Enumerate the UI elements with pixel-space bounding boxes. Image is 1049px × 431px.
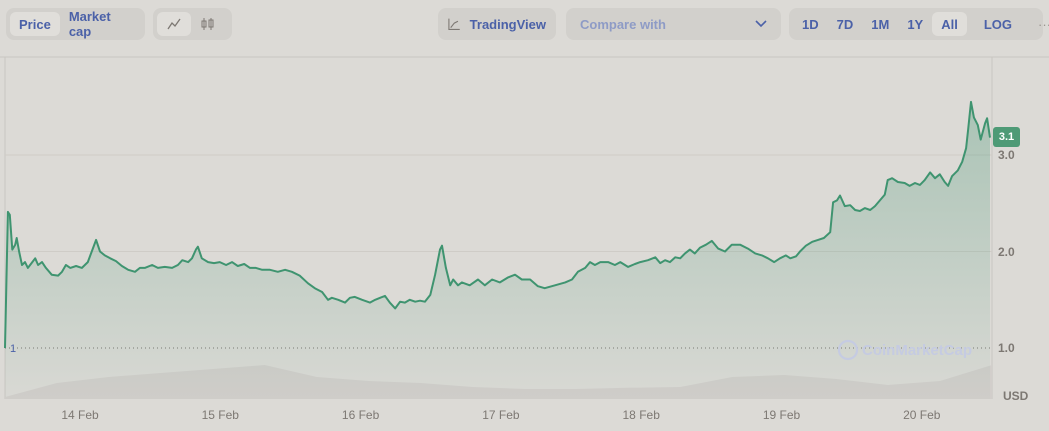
price-area-fill: [5, 101, 990, 400]
watermark-logo: CoinMarketCap: [837, 339, 972, 361]
x-tick-label: 14 Feb: [61, 408, 99, 422]
price-marketcap-toggle: Price Market cap: [6, 8, 145, 40]
tradingview-chart-icon: [448, 18, 460, 30]
tab-price[interactable]: Price: [10, 12, 60, 36]
chart-style-toggle: [153, 8, 232, 40]
range-7d[interactable]: 7D: [836, 16, 854, 32]
candlestick-button[interactable]: [191, 12, 225, 36]
x-tick-label: 20 Feb: [903, 408, 941, 422]
coinmarketcap-logo-icon: [837, 339, 859, 361]
range-1m[interactable]: 1M: [871, 16, 890, 32]
y-tick-label: 1.0: [998, 341, 1015, 355]
baseline-label: 1: [10, 343, 17, 355]
price-line: [4, 100, 991, 349]
x-tick-label: 17 Feb: [482, 408, 520, 422]
tab-market-cap[interactable]: Market cap: [68, 9, 111, 39]
current-price-badge: 3.1: [993, 127, 1020, 147]
currency-label: USD: [1003, 389, 1029, 403]
time-range-group: 1D 7D 1M 1Y All LOG ···: [789, 8, 1049, 40]
log-scale-button[interactable]: LOG: [983, 16, 1013, 32]
line-chart-icon: [167, 18, 181, 30]
x-tick-label: 19 Feb: [762, 408, 801, 422]
tradingview-label: TradingView: [469, 16, 546, 32]
x-tick-label: 15 Feb: [201, 408, 239, 422]
range-1y[interactable]: 1Y: [907, 16, 924, 32]
tradingview-button[interactable]: TradingView: [438, 8, 556, 40]
more-options-button[interactable]: ···: [1038, 16, 1049, 32]
compare-with-placeholder: Compare with: [580, 16, 666, 32]
chevron-down-icon: [755, 20, 767, 28]
watermark: CoinMarketCap: [862, 342, 972, 359]
compare-with-dropdown[interactable]: Compare with: [566, 8, 781, 40]
range-1d[interactable]: 1D: [802, 16, 819, 32]
y-tick-label: 3.0: [998, 148, 1015, 162]
y-tick-label: 2.0: [998, 244, 1015, 259]
x-tick-label: 16 Feb: [341, 408, 380, 422]
x-tick-label: 18 Feb: [622, 408, 660, 422]
candlestick-icon: [201, 18, 214, 30]
line-chart-button[interactable]: [157, 12, 191, 36]
range-all[interactable]: All: [932, 12, 967, 36]
